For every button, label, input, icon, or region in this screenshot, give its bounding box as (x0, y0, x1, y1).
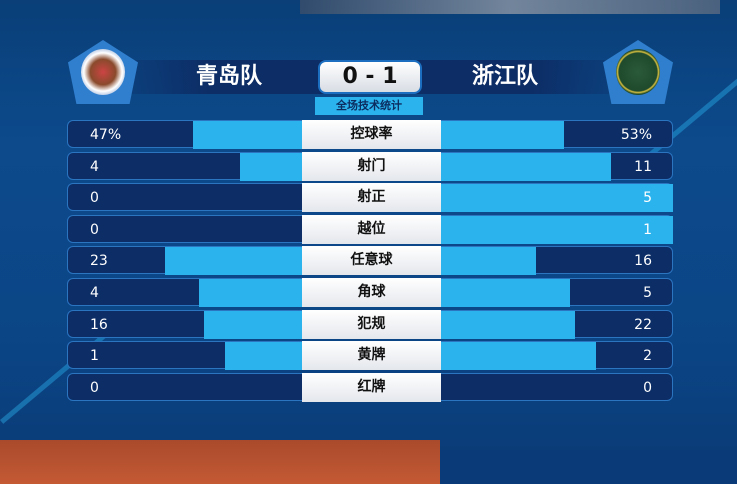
stat-row: 23 任意球 16 (67, 246, 673, 276)
away-bar (441, 152, 612, 181)
away-team-logo (603, 40, 673, 104)
away-value: 1 (643, 221, 652, 238)
stat-row: 1 黄牌 2 (67, 341, 673, 371)
home-bar (165, 247, 302, 276)
away-value: 0 (643, 379, 652, 396)
home-value: 47% (90, 127, 122, 143)
stat-label: 越位 (302, 214, 441, 244)
away-bar (441, 184, 673, 213)
stats-subtitle: 全场技术统计 (315, 97, 423, 115)
stat-row: 47% 控球率 53% (67, 120, 673, 149)
away-value: 5 (643, 285, 652, 301)
away-value: 2 (643, 348, 652, 365)
stat-row: 4 角球 5 (67, 278, 673, 307)
stat-label: 角球 (302, 278, 441, 307)
away-bar (441, 247, 537, 276)
home-value: 23 (90, 253, 108, 270)
home-team-logo (68, 40, 138, 104)
home-value: 0 (90, 190, 99, 207)
away-bar (441, 310, 576, 339)
home-value: 4 (90, 285, 99, 301)
stat-label: 控球率 (302, 120, 441, 149)
stat-label: 黄牌 (302, 341, 441, 371)
away-value: 16 (634, 253, 652, 270)
home-bar (198, 279, 302, 307)
home-bar (204, 310, 302, 339)
away-team-name: 浙江队 (472, 64, 539, 89)
home-value: 4 (90, 158, 99, 175)
stadium-track (0, 440, 440, 484)
stat-label: 红牌 (302, 372, 441, 402)
stat-label: 任意球 (302, 246, 441, 276)
stadium-shade (440, 450, 737, 484)
away-value: 5 (643, 190, 652, 207)
home-bar (224, 342, 302, 371)
stat-label: 犯规 (302, 309, 441, 339)
away-bar (441, 279, 570, 307)
away-bar (441, 121, 564, 149)
stat-label: 射正 (302, 183, 441, 213)
stat-row: 0 越位 1 (67, 214, 673, 244)
away-value: 22 (634, 316, 652, 333)
home-value: 16 (90, 316, 108, 333)
broadcast-background (300, 0, 720, 14)
home-value: 0 (90, 221, 99, 238)
home-bar (240, 152, 302, 181)
stat-label: 射门 (302, 151, 441, 181)
away-bar (441, 215, 673, 244)
stat-row: 0 红牌 0 (67, 372, 673, 402)
home-value: 1 (90, 348, 99, 365)
away-value: 11 (634, 158, 652, 175)
score: 0 - 1 (318, 60, 422, 94)
stat-row: 16 犯规 22 (67, 309, 673, 339)
stat-row: 4 射门 11 (67, 151, 673, 181)
stat-row: 0 射正 5 (67, 183, 673, 213)
home-value: 0 (90, 379, 99, 396)
away-value: 53% (620, 127, 652, 143)
away-bar (441, 342, 596, 371)
home-team-name: 青岛队 (196, 64, 263, 89)
home-bar (192, 121, 302, 149)
